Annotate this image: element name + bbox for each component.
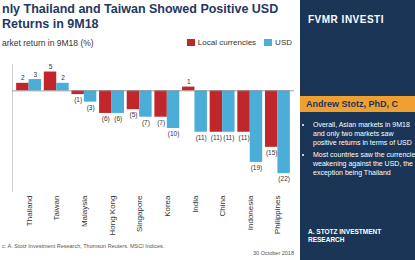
svg-text:Taiwan: Taiwan: [52, 196, 61, 221]
html-text:USD: USD: [275, 38, 292, 47]
svg-text:(6): (6): [114, 115, 122, 123]
svg-text:India: India: [191, 195, 200, 213]
html-text:nly Thailand and Taiwan Showed: nly Thailand and Taiwan Showed Positive …: [2, 2, 279, 31]
svg-text:(7): (7): [157, 119, 165, 127]
svg-text:China: China: [218, 195, 227, 216]
html-text:Andrew Stotz, PhD, C: Andrew Stotz, PhD, C: [306, 99, 398, 109]
svg-text:Korea: Korea: [163, 195, 172, 217]
svg-text:(22): (22): [278, 175, 290, 183]
svg-text:5: 5: [49, 63, 53, 70]
html-text:30 October 2018: 30 October 2018: [253, 250, 294, 256]
svg-text:(15): (15): [266, 149, 278, 157]
svg-text:1: 1: [187, 78, 191, 85]
svg-text:(1): (1): [74, 96, 82, 104]
html-text:FVMR INVESTI: FVMR INVESTI: [308, 14, 384, 25]
svg-text:Indonesia: Indonesia: [246, 195, 255, 230]
svg-text:(6): (6): [102, 115, 110, 123]
svg-text:(7): (7): [142, 119, 150, 127]
svg-text:Malaysia: Malaysia: [80, 195, 89, 227]
html-text:arket return in 9M18 (%): arket return in 9M18 (%): [2, 38, 94, 48]
svg-text:(10): (10): [168, 130, 180, 138]
svg-text:(11): (11): [211, 134, 222, 142]
html-text:Local currencies: Local currencies: [197, 38, 257, 47]
svg-text:(11): (11): [223, 134, 234, 142]
svg-text:Singapore: Singapore: [135, 195, 144, 232]
svg-text:3: 3: [33, 71, 37, 78]
html-text:c: A. Stotz Investment Researc: c: A. Stotz Investment Research, Thomson…: [2, 243, 165, 249]
svg-text:(11): (11): [196, 134, 207, 142]
svg-text:(19): (19): [251, 164, 263, 172]
svg-text:Thailand: Thailand: [25, 196, 34, 227]
svg-text:(3): (3): [87, 104, 95, 112]
svg-text:2: 2: [21, 74, 25, 81]
svg-text:2: 2: [61, 74, 65, 81]
html-text:A. STOTZ INVESTMENT RESEARCH: A. STOTZ INVESTMENT RESEARCH: [308, 228, 382, 243]
svg-text:Philippines: Philippines: [273, 196, 282, 235]
svg-text:Hong Kong: Hong Kong: [108, 196, 117, 236]
svg-text:(5): (5): [129, 111, 137, 119]
html-text:Overall, Asian markets in 9M18: Overall, Asian markets in 9M18 and only …: [313, 121, 412, 146]
svg-text:(11): (11): [239, 134, 250, 142]
